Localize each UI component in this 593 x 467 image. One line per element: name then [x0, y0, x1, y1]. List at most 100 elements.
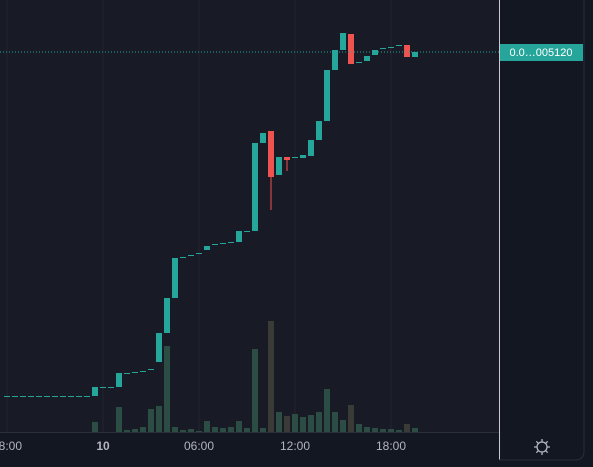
- candle-body: [292, 157, 298, 158]
- candle-body: [52, 396, 58, 397]
- volume-bar: [116, 407, 122, 432]
- x-tick-label: 06:00: [184, 439, 214, 453]
- candle-body: [340, 33, 346, 50]
- x-tick-label: 18:00: [0, 439, 22, 453]
- candle-body: [260, 133, 266, 143]
- volume-bar: [396, 430, 402, 432]
- candle-body: [124, 373, 130, 374]
- candle-body: [188, 255, 194, 256]
- candle-body: [268, 131, 274, 177]
- volume-bar: [124, 430, 130, 432]
- candle-body: [108, 387, 114, 388]
- candle-body: [60, 396, 66, 397]
- candle-body: [364, 56, 370, 61]
- candle-body: [380, 48, 386, 49]
- candle-body: [68, 396, 74, 397]
- candle-body: [228, 242, 234, 243]
- volume-bar: [236, 421, 242, 432]
- x-tick-label: 18:00: [376, 439, 406, 453]
- volume-bar: [412, 428, 418, 432]
- candle-body: [316, 121, 322, 140]
- volume-bar: [276, 412, 282, 432]
- volume-bar: [348, 405, 354, 432]
- candle-body: [140, 371, 146, 372]
- candle-body: [244, 231, 250, 232]
- volume-bar: [92, 422, 98, 432]
- candle-body: [220, 243, 226, 244]
- volume-bar: [164, 346, 170, 432]
- candle-body: [332, 50, 338, 70]
- candle-body: [388, 47, 394, 48]
- candle-body: [404, 45, 410, 57]
- candle-body: [84, 396, 90, 397]
- candle-body: [100, 387, 106, 388]
- candle-body: [20, 396, 26, 397]
- candle-body: [308, 140, 314, 156]
- volume-bar: [340, 420, 346, 432]
- volume-bar: [372, 428, 378, 432]
- candle-body: [196, 253, 202, 254]
- x-tick-label: 12:00: [280, 439, 310, 453]
- candle-body: [324, 70, 330, 121]
- volume-bar: [284, 416, 290, 432]
- volume-bar: [332, 412, 338, 432]
- volume-bar: [132, 429, 138, 432]
- candle-body: [236, 231, 242, 242]
- volume-bar: [196, 431, 202, 432]
- volume-bar: [220, 428, 226, 432]
- candle-body: [92, 387, 98, 396]
- volume-bar: [316, 412, 322, 432]
- candle-body: [180, 257, 186, 258]
- candle-body: [412, 52, 418, 57]
- volume-bar: [148, 409, 154, 432]
- volume-bar: [364, 427, 370, 432]
- candle-body: [300, 155, 306, 158]
- candle-body: [212, 244, 218, 245]
- volume-bar: [188, 429, 194, 432]
- volume-bar: [228, 427, 234, 432]
- price-label-box: [500, 44, 583, 61]
- candle-body: [116, 373, 122, 387]
- candle-body: [356, 62, 362, 63]
- volume-bar: [356, 424, 362, 432]
- candle-body: [252, 143, 258, 231]
- candle-body: [276, 157, 282, 175]
- volume-bar: [204, 421, 210, 432]
- volume-bar: [260, 428, 266, 432]
- candle-body: [348, 34, 354, 64]
- volume-bar: [252, 349, 258, 432]
- candle-body: [156, 333, 162, 362]
- volume-bar: [388, 429, 394, 432]
- volume-bar: [180, 430, 186, 432]
- candle-body: [164, 298, 170, 333]
- volume-bar: [212, 427, 218, 432]
- candle-body: [76, 396, 82, 397]
- candle-body: [396, 45, 402, 46]
- x-tick-label: 10: [96, 439, 110, 453]
- volume-bar: [380, 429, 386, 432]
- candle-body: [28, 396, 34, 397]
- volume-bar: [244, 428, 250, 432]
- candle-body: [132, 372, 138, 373]
- frame: [499, 0, 585, 461]
- volume-bar: [324, 389, 330, 432]
- volume-bar: [172, 427, 178, 432]
- volume-bar: [300, 417, 306, 432]
- volume-bar: [404, 424, 410, 432]
- candle-body: [172, 258, 178, 298]
- candle-body: [44, 396, 50, 397]
- volume-bar: [268, 321, 274, 432]
- candle-body: [148, 369, 154, 370]
- candle-body: [12, 396, 18, 397]
- price-label: 0.0…005120: [510, 47, 573, 59]
- volume-bar: [140, 427, 146, 432]
- candle-body: [4, 396, 10, 397]
- volume-bar: [308, 415, 314, 432]
- volume-bar: [292, 414, 298, 432]
- volume-bar: [156, 406, 162, 432]
- plot-area: [0, 0, 499, 432]
- candle-body: [204, 246, 210, 250]
- candle-body: [284, 157, 290, 160]
- settings-icon[interactable]: [534, 439, 550, 455]
